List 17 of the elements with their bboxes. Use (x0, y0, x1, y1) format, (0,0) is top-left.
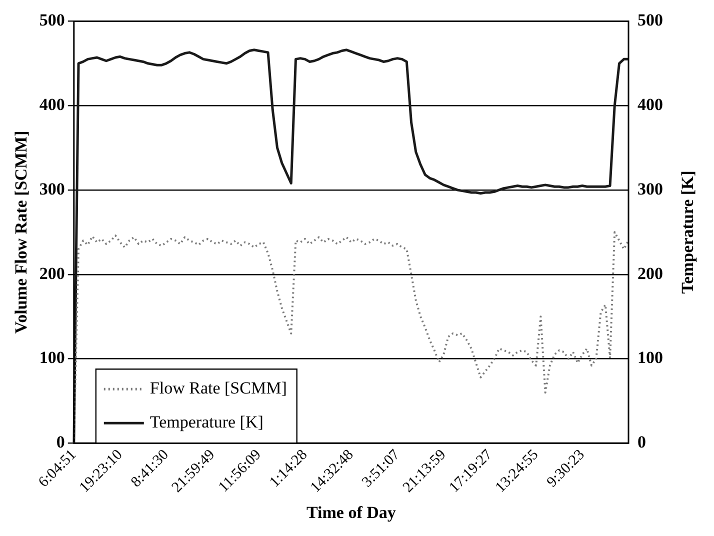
legend-label: Temperature [K] (150, 412, 264, 432)
y2-axis-title: Temperature [K] (678, 170, 697, 294)
y-tick-label: 0 (56, 432, 65, 452)
y2-tick-label: 300 (638, 179, 663, 198)
y2-tick-label: 200 (638, 264, 663, 283)
y2-tick-label: 400 (638, 94, 663, 114)
y-tick-label: 100 (39, 348, 65, 368)
y2-tick-label: 0 (638, 432, 646, 452)
x-axis-title: Time of Day (306, 503, 396, 522)
y2-tick-label: 500 (638, 10, 663, 30)
y-tick-label: 500 (39, 10, 65, 30)
y2-tick-label: 100 (638, 348, 663, 368)
y-tick-label: 400 (39, 94, 65, 114)
y-axis-title: Volume Flow Rate [SCMM] (12, 130, 31, 334)
y-tick-label: 200 (39, 264, 65, 283)
legend-label: Flow Rate [SCMM] (150, 378, 287, 398)
y-tick-label: 300 (39, 179, 65, 198)
